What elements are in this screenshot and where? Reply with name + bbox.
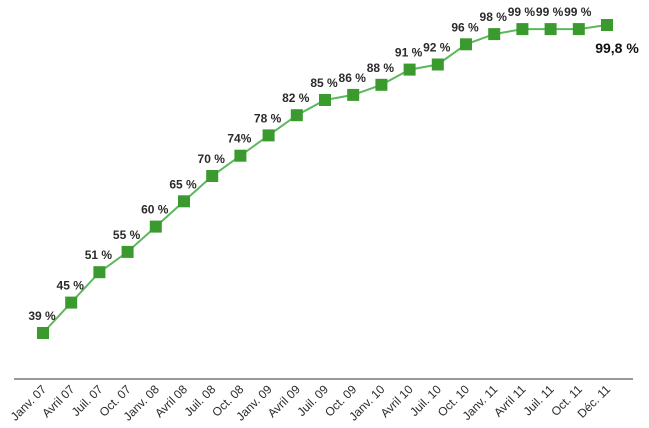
data-label: 99 % — [564, 5, 592, 19]
data-label: 92 % — [423, 41, 451, 55]
data-marker — [375, 78, 388, 91]
data-marker — [262, 129, 275, 142]
data-marker — [347, 88, 360, 101]
data-label: 82 % — [282, 91, 310, 105]
data-marker — [460, 38, 472, 51]
data-labels-group: 39 %45 %51 %55 %60 %65 %70 %74%78 %82 %8… — [28, 5, 639, 323]
series-line — [42, 24, 608, 334]
data-label: 91 % — [395, 46, 423, 60]
data-marker — [37, 327, 49, 339]
data-marker — [403, 63, 416, 76]
data-marker — [488, 28, 501, 41]
data-marker — [290, 109, 303, 122]
data-marker — [431, 58, 444, 71]
data-label: 96 % — [451, 20, 479, 34]
data-label: 65 % — [169, 177, 197, 191]
series-line-group — [42, 24, 608, 334]
x-tick-label: Avril 08 — [152, 382, 190, 420]
x-tick-label: Janv. 07 — [8, 382, 50, 424]
data-marker — [121, 245, 134, 258]
data-label: 99,8 % — [595, 40, 639, 56]
x-tick-label: Avril 07 — [39, 382, 77, 420]
data-label: 51 % — [85, 248, 113, 262]
data-label: 55 % — [113, 228, 141, 242]
data-marker — [572, 23, 585, 36]
data-marker — [516, 23, 529, 36]
data-marker — [65, 296, 78, 309]
data-marker — [149, 220, 162, 233]
data-marker — [93, 266, 106, 279]
data-label: 39 % — [28, 309, 56, 323]
data-label: 88 % — [367, 61, 395, 75]
data-marker — [234, 149, 247, 162]
data-label: 74% — [227, 132, 251, 146]
data-label: 78 % — [254, 111, 282, 125]
data-marker — [544, 23, 557, 36]
data-label: 60 % — [141, 203, 169, 217]
data-label: 85 % — [310, 76, 338, 90]
data-label: 86 % — [339, 71, 367, 85]
x-tick-label: Avril 11 — [491, 382, 529, 420]
data-label: 99 % — [536, 5, 564, 19]
data-label: 45 % — [57, 279, 85, 293]
data-label: 98 % — [480, 10, 508, 24]
data-marker — [601, 19, 613, 31]
x-tick-label: Avril 10 — [378, 382, 416, 420]
data-markers-group — [37, 19, 613, 339]
data-marker — [178, 195, 190, 208]
data-label: 99 % — [508, 5, 536, 19]
data-marker — [319, 94, 331, 106]
data-marker — [206, 170, 219, 182]
x-tick-label: Avril 09 — [265, 382, 303, 420]
data-label: 70 % — [198, 152, 226, 166]
